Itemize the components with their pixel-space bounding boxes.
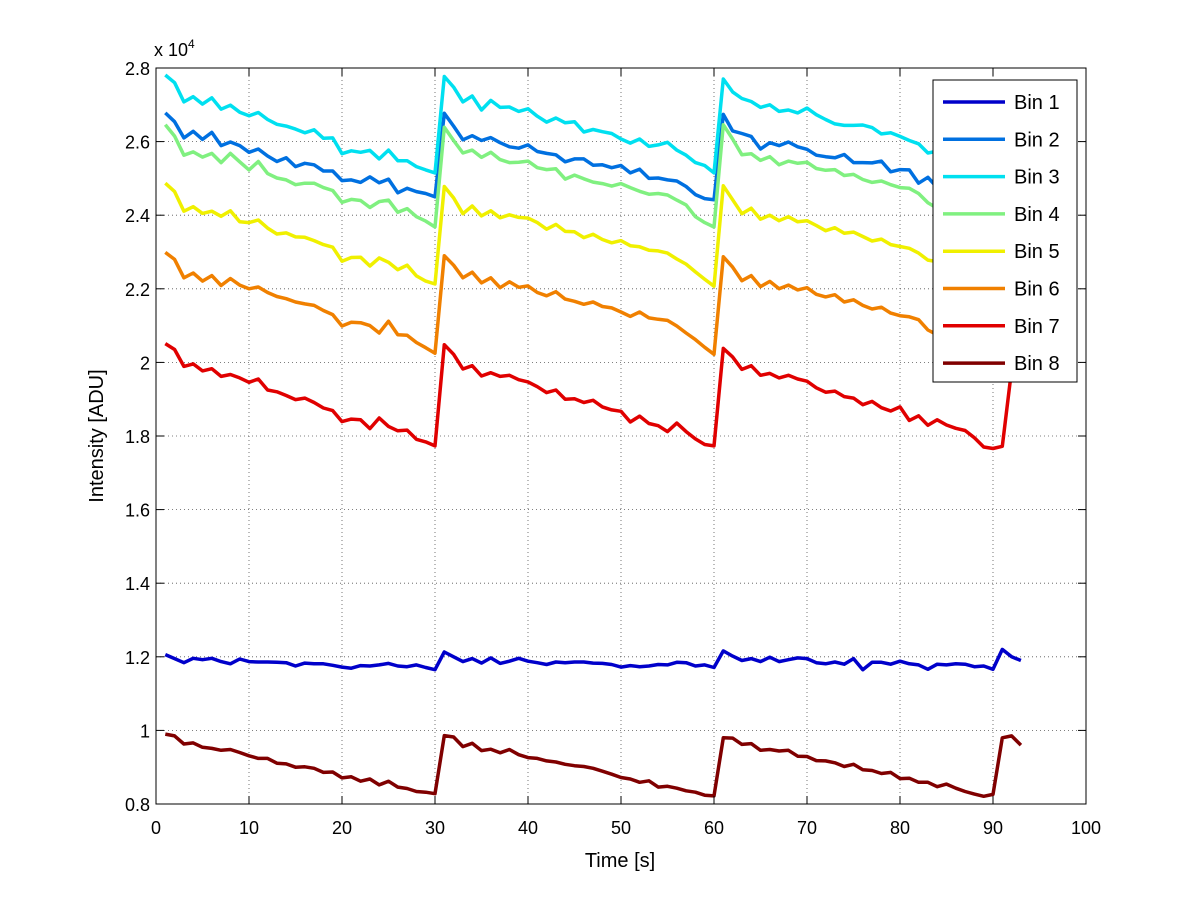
x-tick-label: 50: [611, 818, 631, 838]
y-tick-label: 2.2: [125, 280, 150, 300]
series-line-bin-3: [164, 73, 948, 175]
y-tick-label: 0.8: [125, 795, 150, 815]
y-tick-label: 2.4: [125, 206, 150, 226]
legend-label-bin-6: Bin 6: [1014, 279, 1060, 301]
legend-label-bin-8: Bin 8: [1014, 353, 1060, 375]
legend: Bin 1 Bin 2 Bin 3 Bin 4 Bin 5 Bin 6 Bin 7 Bin 8: [932, 79, 1078, 383]
y-tick-label: 1.4: [125, 574, 150, 594]
y-tick-label: 1.8: [125, 427, 150, 447]
y-tick-label: 2: [140, 353, 150, 373]
legend-box: [932, 79, 1078, 383]
x-tick-label: 60: [704, 818, 724, 838]
legend-label-bin-4: Bin 4: [1014, 204, 1060, 226]
x-tick-label: 10: [239, 818, 259, 838]
y-exponent-label: x 104: [154, 37, 195, 60]
y-tick-label: 1.2: [125, 648, 150, 668]
x-axis-title: Time [s]: [585, 850, 655, 872]
series-line-bin-2: [164, 111, 948, 202]
y-tick-label: 1: [140, 721, 150, 741]
y-tick-label: 1.6: [125, 501, 150, 521]
y-tick-label: 2.6: [125, 133, 150, 153]
legend-label-bin-3: Bin 3: [1014, 167, 1060, 189]
x-tick-label: 80: [890, 818, 910, 838]
legend-label-bin-5: Bin 5: [1014, 241, 1060, 263]
x-tick-label: 20: [332, 818, 352, 838]
y-axis-title: Intensity [ADU]: [86, 369, 108, 502]
series-line-bin-4: [163, 122, 948, 229]
legend-label-bin-1: Bin 1: [1014, 92, 1060, 114]
x-tick-label: 30: [425, 818, 445, 838]
legend-label-bin-7: Bin 7: [1014, 316, 1060, 338]
series-line-bin-8: [164, 732, 1023, 799]
axis-ticks: 0 10 20 30 40 50 60 70 80 90 100 0.8 1 1.2 1.4 1.6 1.8 2 2…: [125, 59, 1101, 838]
series-line-bin-1: [164, 647, 1022, 672]
legend-label-bin-2: Bin 2: [1014, 129, 1060, 151]
series-line-bin-7: [164, 342, 1014, 451]
y-tick-label: 2.8: [125, 59, 150, 79]
series-layer: [163, 73, 1023, 799]
x-tick-label: 40: [518, 818, 538, 838]
x-tick-label: 100: [1071, 818, 1101, 838]
series-line-bin-5: [164, 181, 948, 288]
grid-lines: [156, 68, 1086, 804]
series-line-bin-6: [164, 251, 948, 357]
x-tick-label: 90: [983, 818, 1003, 838]
x-tick-label: 70: [797, 818, 817, 838]
x-tick-label: 0: [151, 818, 161, 838]
